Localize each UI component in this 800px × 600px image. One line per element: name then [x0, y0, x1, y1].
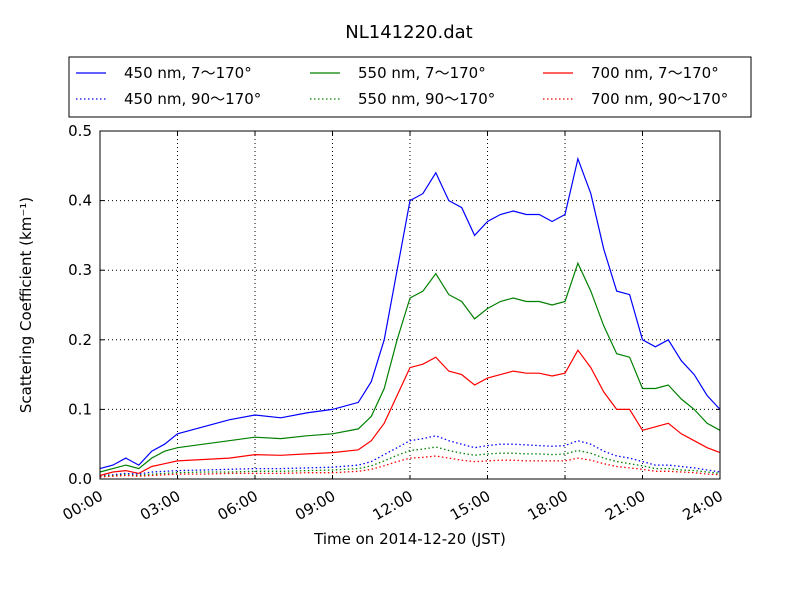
- chart-title: NL141220.dat: [345, 22, 472, 43]
- legend-label-3: 550 nm, 90～170°: [358, 90, 495, 108]
- series-layer: [99, 156, 721, 478]
- x-tick-label: 00:00: [60, 487, 106, 524]
- y-axis-label: Scattering Coefficient (km⁻¹): [17, 197, 35, 413]
- series-line-1: [99, 435, 721, 477]
- x-tick-label: 21:00: [602, 487, 648, 524]
- legend: 450 nm, 7～170° 550 nm, 7～170° 700 nm, 7～17…: [68, 56, 752, 118]
- legend-frame: [68, 56, 752, 118]
- legend-label-1: 450 nm, 90～170°: [124, 90, 261, 108]
- x-tick-label: 18:00: [525, 487, 571, 524]
- y-tick-label: 0.1: [68, 400, 92, 418]
- y-tick-label: 0.4: [68, 192, 92, 210]
- legend-label-5: 700 nm, 90～170°: [591, 90, 728, 108]
- x-tick-label: 15:00: [447, 487, 493, 524]
- series-line-0: [99, 156, 721, 470]
- legend-label-4: 700 nm, 7～170°: [591, 64, 719, 82]
- x-tick-label: 09:00: [292, 487, 338, 524]
- x-tick-label: 12:00: [370, 487, 416, 524]
- x-tick-label: 06:00: [215, 487, 261, 524]
- series-line-2: [99, 261, 721, 473]
- legend-label-2: 550 nm, 7～170°: [358, 64, 486, 82]
- y-tick-label: 0.0: [68, 470, 92, 488]
- x-axis-label: Time on 2014-12-20 (JST): [313, 530, 506, 548]
- series-line-4: [99, 349, 721, 477]
- legend-label-0: 450 nm, 7～170°: [124, 64, 252, 82]
- y-tick-label: 0.5: [68, 122, 92, 140]
- y-tick-label: 0.2: [68, 331, 92, 349]
- x-tick-label: 24:00: [680, 487, 726, 524]
- gridlines: [100, 131, 720, 479]
- x-tick-label: 03:00: [137, 487, 183, 524]
- y-tick-label: 0.3: [68, 261, 92, 279]
